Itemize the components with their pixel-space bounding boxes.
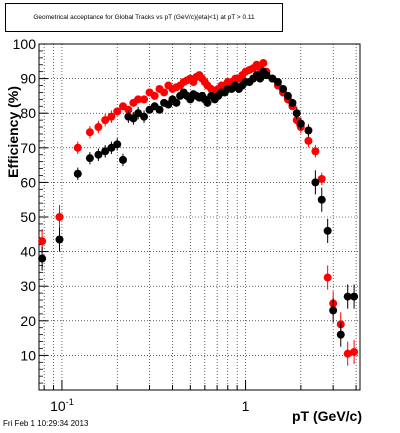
data-point xyxy=(73,169,82,178)
x-tick-base: 1 xyxy=(242,398,250,414)
data-point xyxy=(38,254,47,263)
data-point xyxy=(55,213,64,221)
x-tick-label: 1 xyxy=(242,398,250,414)
data-point xyxy=(259,59,268,68)
y-tick-label: 50 xyxy=(20,209,36,225)
data-point xyxy=(262,71,271,80)
series-0 xyxy=(38,59,359,366)
data-point xyxy=(343,292,352,301)
data-point xyxy=(323,273,332,282)
x-tick-label: 10-1 xyxy=(50,397,74,414)
data-point xyxy=(317,174,326,183)
data-point xyxy=(323,226,332,235)
chart-title-box: Geometrical acceptance for Global Tracks… xyxy=(5,3,283,32)
x-axis: 10-1 1 xyxy=(43,380,357,414)
series-1 xyxy=(38,67,359,347)
data-point xyxy=(279,84,288,93)
x-axis-label: pT (GeV/c) xyxy=(292,408,362,424)
data-point xyxy=(85,154,94,163)
x-tick-exponent: -1 xyxy=(66,397,74,407)
y-tick-label: 20 xyxy=(20,313,36,329)
data-point xyxy=(350,347,359,356)
data-point xyxy=(73,143,82,152)
data-point xyxy=(140,95,149,104)
data-point xyxy=(134,109,143,118)
chart-title: Geometrical acceptance for Global Tracks… xyxy=(33,14,255,21)
data-point xyxy=(296,119,305,128)
data-point xyxy=(160,88,169,97)
data-point xyxy=(118,155,127,164)
data-point xyxy=(283,91,292,100)
data-point xyxy=(336,330,345,339)
data-point xyxy=(292,109,301,118)
data-point xyxy=(134,95,143,104)
data-point xyxy=(85,128,94,137)
data-point xyxy=(150,91,159,100)
data-point xyxy=(140,112,149,121)
data-point xyxy=(350,292,359,301)
data-point xyxy=(256,74,265,83)
data-point xyxy=(113,140,122,149)
data-point xyxy=(113,107,122,116)
data-point xyxy=(304,136,313,145)
data-point xyxy=(101,147,110,156)
data-point xyxy=(329,306,338,315)
data-point xyxy=(304,126,313,135)
x-tick-base: 10 xyxy=(50,398,66,414)
data-point xyxy=(288,98,297,107)
y-tick-label: 100 xyxy=(13,36,37,52)
data-point xyxy=(38,237,47,246)
data-series xyxy=(38,59,359,366)
y-tick-label: 70 xyxy=(20,140,36,156)
data-point xyxy=(129,114,138,123)
y-tick-label: 60 xyxy=(20,174,36,190)
y-tick-label: 30 xyxy=(20,278,36,294)
y-tick-label: 90 xyxy=(20,71,36,87)
data-point xyxy=(107,112,116,121)
y-tick-label: 40 xyxy=(20,244,36,260)
data-point xyxy=(311,178,320,187)
y-axis: 10 20 30 40 50 60 70 80 90 100 xyxy=(13,36,48,384)
data-point xyxy=(273,78,282,87)
data-point xyxy=(94,123,103,132)
data-point xyxy=(317,195,326,204)
data-point xyxy=(343,349,352,358)
data-point xyxy=(203,98,212,107)
data-point xyxy=(124,105,133,114)
data-point xyxy=(311,147,320,156)
y-tick-label: 10 xyxy=(20,347,36,363)
data-point xyxy=(94,150,103,159)
data-point xyxy=(101,116,110,125)
data-point xyxy=(107,143,116,152)
data-point xyxy=(55,235,64,244)
y-tick-label: 80 xyxy=(20,105,36,121)
data-point xyxy=(155,105,164,114)
footer-timestamp: Fri Feb 1 10:29:34 2013 xyxy=(3,419,89,428)
data-point xyxy=(172,98,181,107)
y-axis-label: Efficiency (%) xyxy=(5,86,21,178)
